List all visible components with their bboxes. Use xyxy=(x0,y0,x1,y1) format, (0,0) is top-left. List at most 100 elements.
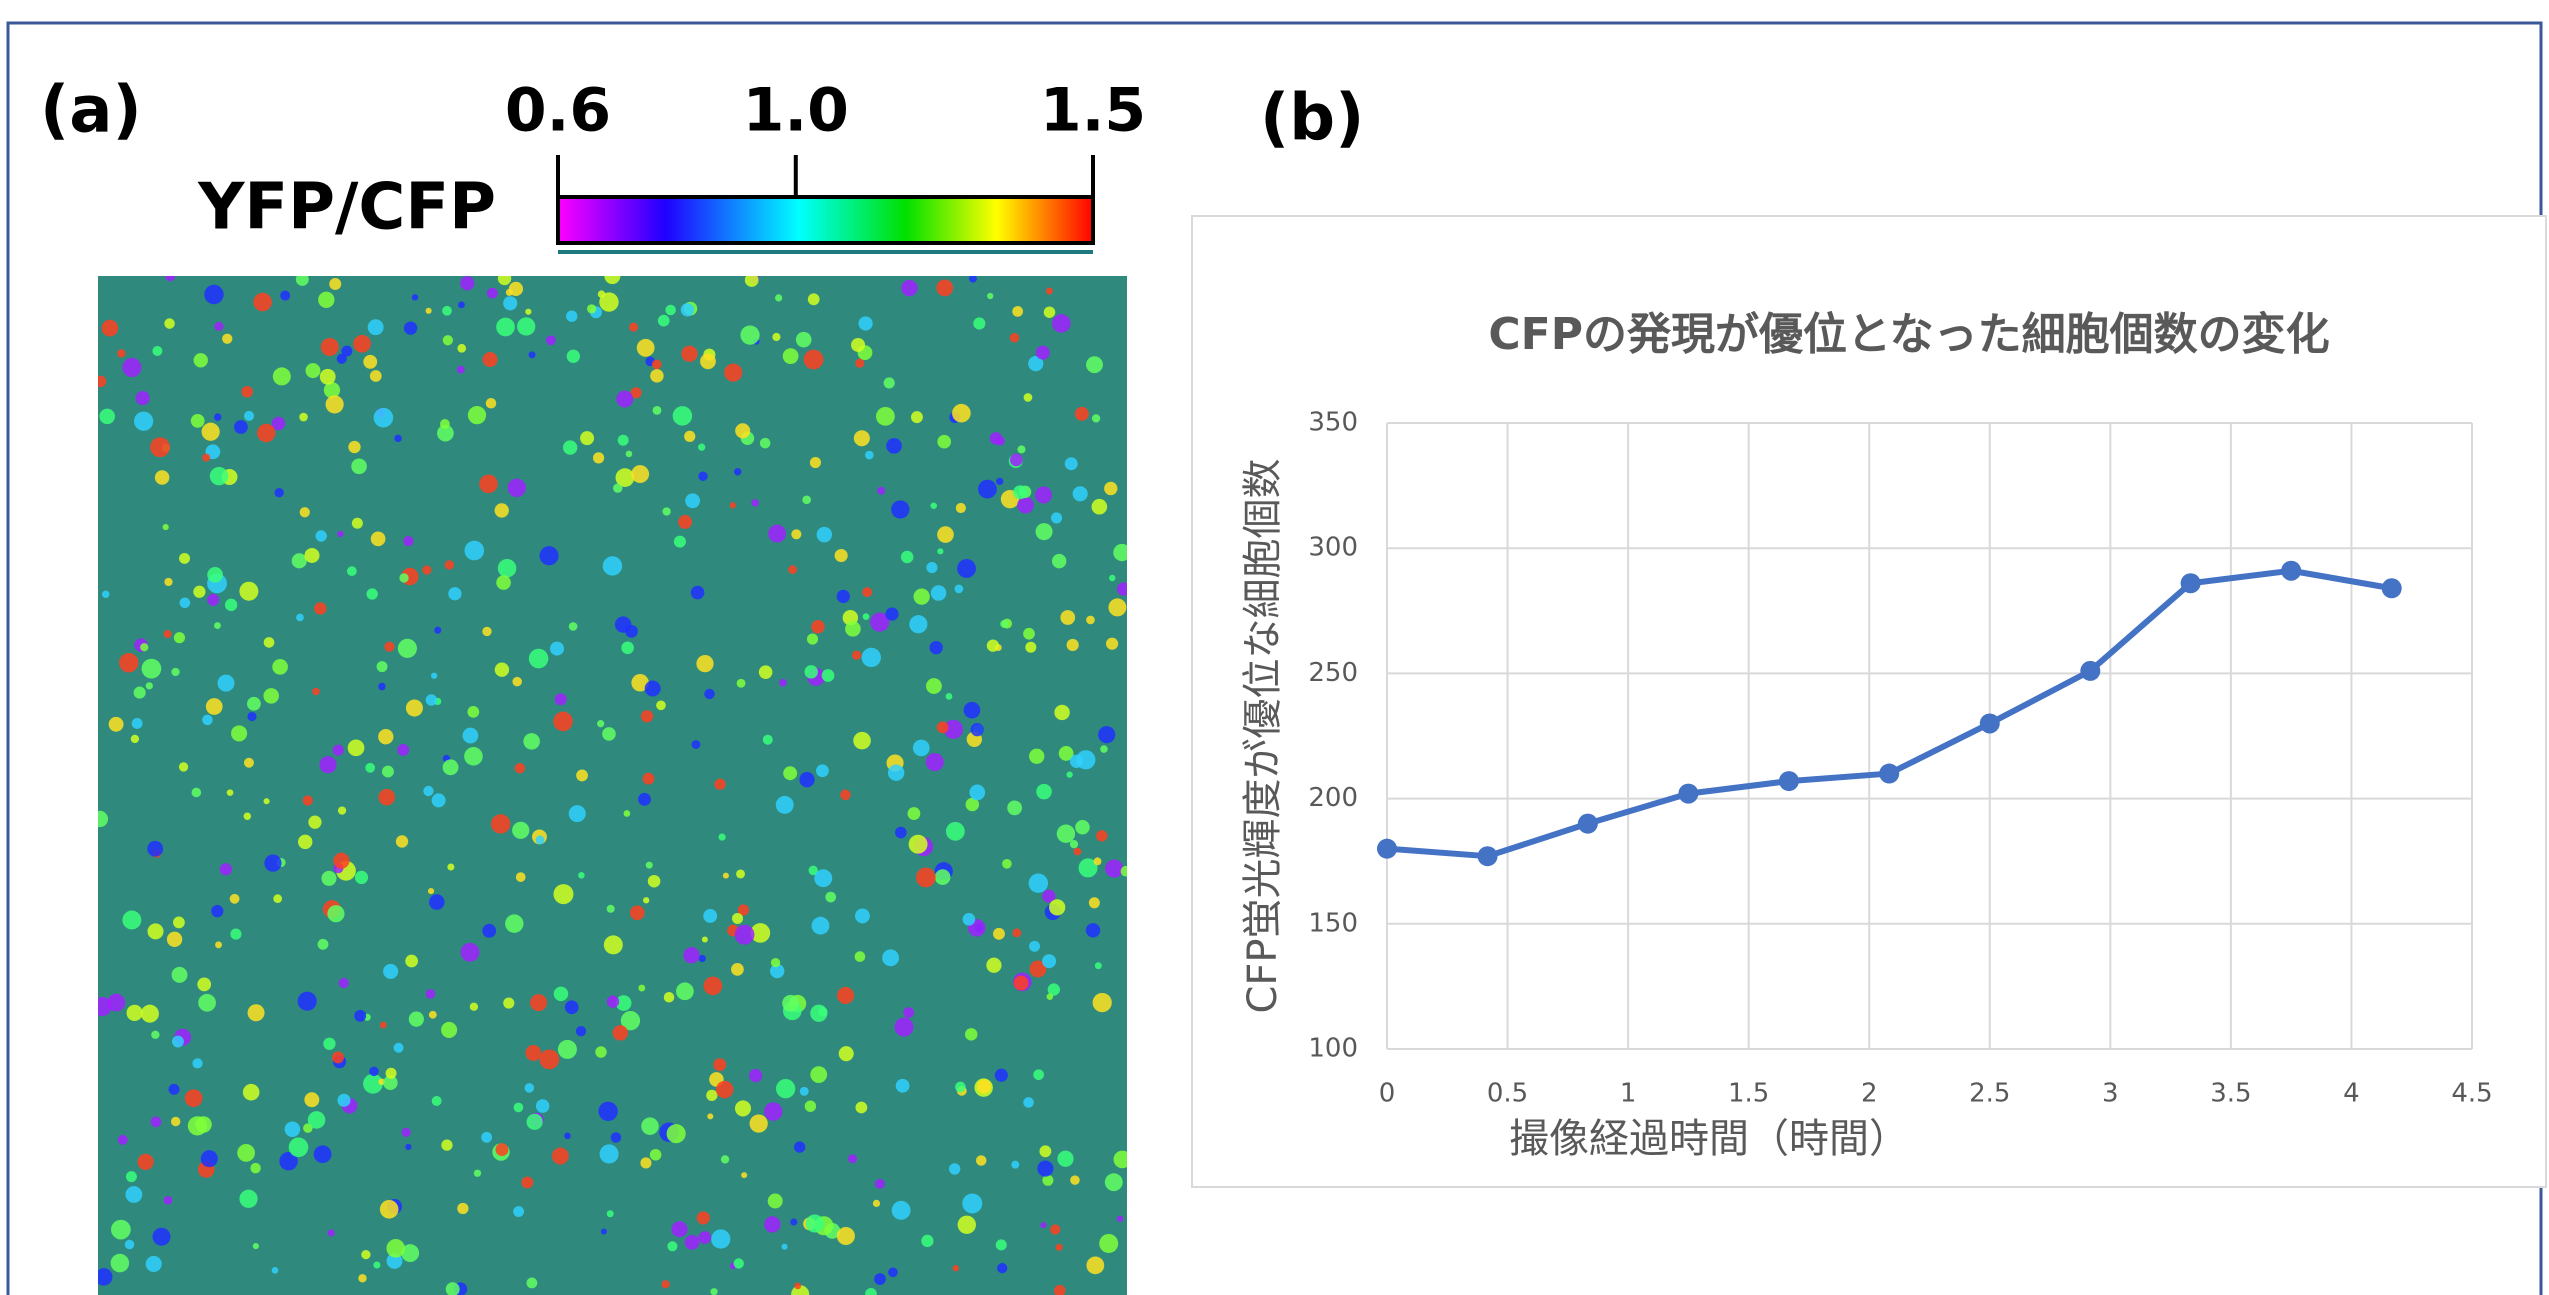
cell xyxy=(718,833,726,841)
cell xyxy=(1046,993,1054,1000)
cell xyxy=(512,676,522,687)
cell xyxy=(954,584,964,594)
cell xyxy=(1040,1222,1047,1229)
cell xyxy=(986,957,1002,973)
cell xyxy=(836,589,850,604)
cell xyxy=(125,1171,137,1183)
cell xyxy=(126,1004,143,1021)
cell xyxy=(1017,445,1026,454)
cell xyxy=(319,368,336,385)
cell xyxy=(379,1021,387,1029)
cell xyxy=(1120,865,1127,877)
cell xyxy=(125,1186,143,1203)
cell xyxy=(1049,899,1066,916)
cell xyxy=(247,696,261,711)
cell xyxy=(562,440,578,455)
cell xyxy=(647,874,661,888)
cell xyxy=(877,486,886,495)
cell xyxy=(428,1010,437,1019)
cell xyxy=(209,466,229,486)
cell xyxy=(264,854,282,872)
point xyxy=(2381,578,2402,599)
cell xyxy=(329,277,342,290)
cell xyxy=(854,951,866,962)
cell xyxy=(861,647,881,668)
cell xyxy=(243,757,254,768)
cell xyxy=(834,548,848,563)
chart-title: CFPの発現が優位となった細胞個数の変化 xyxy=(1488,309,2329,360)
cell xyxy=(853,430,870,447)
x-tick-label: 2.5 xyxy=(1969,1079,2010,1109)
cell xyxy=(1028,356,1044,372)
cell xyxy=(987,292,994,300)
cell xyxy=(943,719,963,739)
cell xyxy=(1113,1150,1127,1169)
cell xyxy=(337,1093,351,1107)
cell xyxy=(995,1239,1007,1251)
cell xyxy=(673,535,686,548)
cell xyxy=(643,897,650,904)
cell xyxy=(526,1113,543,1130)
cell xyxy=(1088,897,1100,909)
cell xyxy=(731,962,744,976)
cell xyxy=(247,1004,265,1022)
cell xyxy=(910,411,923,424)
cell xyxy=(550,641,565,656)
cell xyxy=(207,567,223,583)
cell xyxy=(442,305,452,316)
cell xyxy=(606,1210,614,1218)
cell xyxy=(111,1219,131,1240)
cell xyxy=(631,674,649,692)
cell xyxy=(351,458,367,475)
cell xyxy=(759,437,771,449)
cell xyxy=(425,307,432,314)
cell xyxy=(457,343,467,353)
cell xyxy=(348,440,361,454)
cell xyxy=(215,941,222,949)
cell xyxy=(397,638,417,658)
cell xyxy=(735,423,751,439)
cell xyxy=(231,725,248,742)
cell xyxy=(1072,486,1088,502)
cell xyxy=(462,727,479,744)
cell xyxy=(696,655,714,673)
cell xyxy=(117,349,126,358)
cell xyxy=(467,706,480,718)
cell xyxy=(230,928,242,940)
cell xyxy=(284,1121,301,1138)
cell xyxy=(150,1116,162,1128)
cell xyxy=(934,869,951,885)
cell xyxy=(1009,453,1023,467)
cell xyxy=(399,573,409,583)
cell xyxy=(365,762,376,773)
cell xyxy=(929,640,943,655)
cell xyxy=(775,294,783,302)
cell xyxy=(147,840,164,857)
cell xyxy=(578,872,585,879)
cell xyxy=(1013,975,1029,991)
cell xyxy=(1023,393,1033,402)
cell xyxy=(714,778,726,790)
point xyxy=(2180,573,2201,594)
cell xyxy=(995,436,1005,446)
cell xyxy=(1002,858,1012,869)
cell xyxy=(851,650,862,660)
cell xyxy=(945,692,953,700)
cell xyxy=(291,553,307,569)
cell xyxy=(361,1249,371,1260)
cell xyxy=(617,434,629,446)
cell xyxy=(243,410,255,421)
cell xyxy=(908,834,928,854)
cell xyxy=(1100,745,1108,753)
cell xyxy=(482,351,498,368)
cell xyxy=(681,345,698,362)
cell xyxy=(711,1229,731,1249)
cell xyxy=(505,288,513,296)
cell xyxy=(657,314,670,327)
cell xyxy=(807,293,820,306)
cell xyxy=(680,303,695,317)
cell xyxy=(297,991,317,1011)
cell xyxy=(1066,771,1073,778)
cell xyxy=(337,806,347,815)
cell xyxy=(1011,1160,1020,1169)
